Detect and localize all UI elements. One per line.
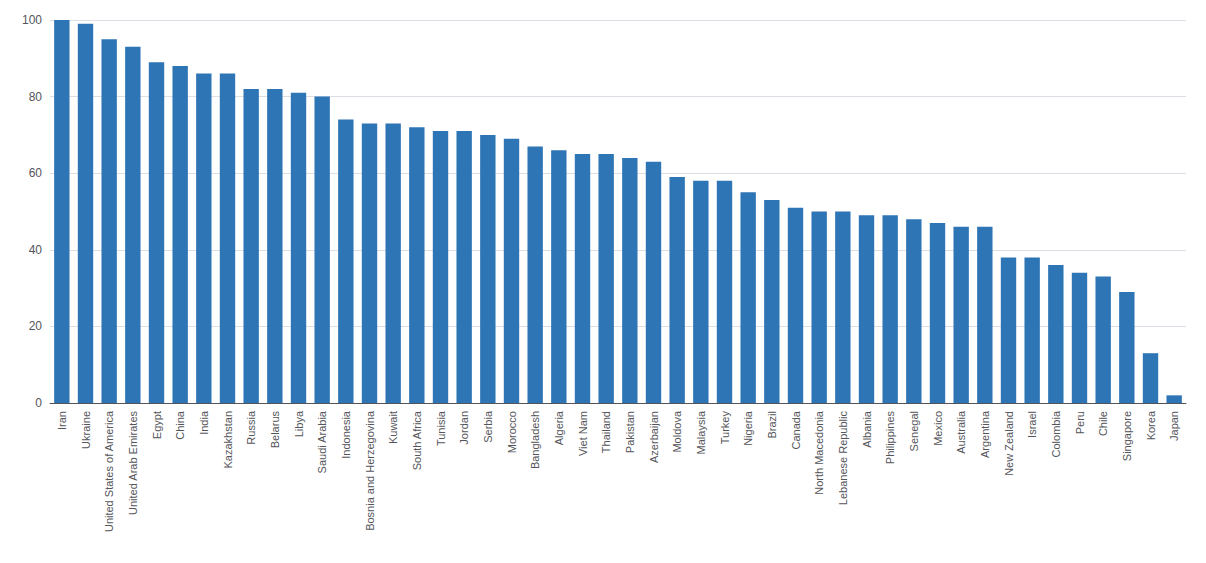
svg-text:Bosnia and Herzegovina: Bosnia and Herzegovina — [364, 410, 376, 531]
svg-text:Iran: Iran — [56, 411, 68, 430]
svg-text:Morocco: Morocco — [506, 411, 518, 453]
svg-text:Philippines: Philippines — [884, 411, 896, 465]
svg-text:Australia: Australia — [955, 410, 967, 454]
svg-text:Japan: Japan — [1168, 411, 1180, 441]
svg-text:Peru: Peru — [1074, 411, 1086, 434]
svg-text:Pakistan: Pakistan — [624, 411, 636, 453]
svg-text:Malaysia: Malaysia — [695, 410, 707, 454]
svg-text:United States of America: United States of America — [103, 410, 115, 532]
svg-text:60: 60 — [29, 166, 43, 180]
svg-text:Kuwait: Kuwait — [387, 411, 399, 444]
svg-text:Senegal: Senegal — [908, 411, 920, 451]
svg-text:20: 20 — [29, 319, 43, 333]
svg-text:Russia: Russia — [245, 410, 257, 445]
svg-text:Saudi Arabia: Saudi Arabia — [316, 410, 328, 473]
svg-text:80: 80 — [29, 90, 43, 104]
svg-text:Thailand: Thailand — [600, 411, 612, 453]
svg-text:Jordan: Jordan — [458, 411, 470, 445]
svg-text:Viet Nam: Viet Nam — [577, 411, 589, 456]
svg-text:Mexico: Mexico — [932, 411, 944, 446]
svg-text:Korea: Korea — [1145, 410, 1157, 440]
svg-text:China: China — [174, 410, 186, 440]
svg-text:Indonesia: Indonesia — [340, 410, 352, 459]
svg-text:India: India — [198, 410, 210, 435]
svg-text:Ukraine: Ukraine — [80, 411, 92, 449]
svg-text:Chile: Chile — [1097, 411, 1109, 436]
svg-text:South Africa: South Africa — [411, 410, 423, 470]
svg-text:Serbia: Serbia — [482, 410, 494, 443]
svg-text:Canada: Canada — [790, 410, 802, 449]
svg-text:Israel: Israel — [1026, 411, 1038, 438]
svg-text:New Zealand: New Zealand — [1003, 411, 1015, 476]
svg-text:Libya: Libya — [293, 410, 305, 437]
svg-text:Colombia: Colombia — [1050, 410, 1062, 457]
svg-text:North Macedonia: North Macedonia — [813, 410, 825, 495]
svg-text:Argentina: Argentina — [979, 410, 991, 458]
svg-text:Moldova: Moldova — [671, 410, 683, 452]
svg-text:United Arab Emirates: United Arab Emirates — [127, 411, 139, 515]
svg-text:Nigeria: Nigeria — [742, 410, 754, 446]
svg-text:Egypt: Egypt — [151, 411, 163, 439]
svg-text:0: 0 — [35, 396, 42, 410]
svg-text:100: 100 — [22, 13, 42, 27]
svg-text:Singapore: Singapore — [1121, 411, 1133, 461]
svg-text:Bangladesh: Bangladesh — [529, 411, 541, 469]
svg-text:Tunisia: Tunisia — [435, 410, 447, 446]
svg-text:Kazakhstan: Kazakhstan — [222, 411, 234, 468]
svg-text:Brazil: Brazil — [766, 411, 778, 439]
svg-text:Azerbaijan: Azerbaijan — [648, 411, 660, 463]
svg-text:Algeria: Algeria — [553, 410, 565, 445]
svg-text:Turkey: Turkey — [719, 411, 731, 445]
svg-text:40: 40 — [29, 243, 43, 257]
svg-text:Lebanese Republic: Lebanese Republic — [837, 411, 849, 506]
svg-text:Albania: Albania — [861, 410, 873, 448]
svg-text:Belarus: Belarus — [269, 411, 281, 449]
